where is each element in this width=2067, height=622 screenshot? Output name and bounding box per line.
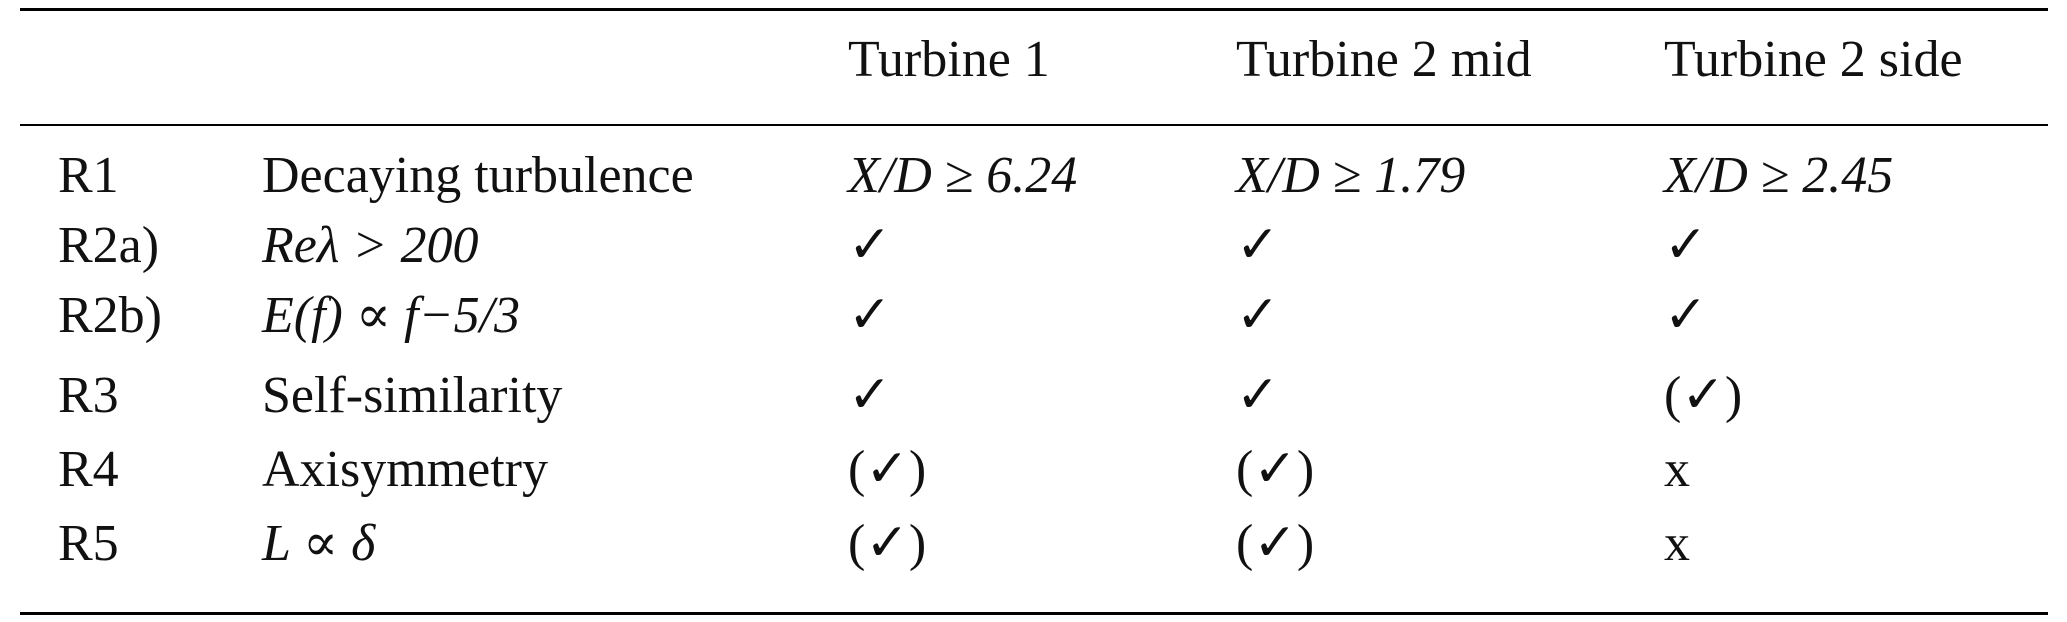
row-requirement: Decaying turbulence: [262, 147, 694, 204]
row-id: R5: [58, 515, 119, 572]
row-requirement: L ∝ δ: [262, 515, 376, 572]
header-turbine-1: Turbine 1: [848, 31, 1050, 88]
row-id: R4: [58, 441, 119, 498]
row-value-turbine-1: ✓: [848, 367, 892, 424]
row-id: R3: [58, 367, 119, 424]
header-turbine-2-mid: Turbine 2 mid: [1236, 31, 1532, 88]
table-header-rule: [20, 124, 2048, 126]
table-top-rule: [20, 8, 2048, 11]
row-requirement: E(f) ∝ f−5/3: [262, 287, 521, 344]
row-value-turbine-2-mid: X/D ≥ 1.79: [1236, 147, 1466, 204]
row-value-turbine-2-side: x: [1664, 441, 1690, 498]
row-requirement: Reλ > 200: [262, 217, 479, 274]
row-requirement: Self-similarity: [262, 367, 563, 424]
row-value-turbine-1: (✓): [848, 441, 927, 498]
row-value-turbine-2-mid: (✓): [1236, 515, 1315, 572]
row-requirement: Axisymmetry: [262, 441, 548, 498]
row-value-turbine-1: ✓: [848, 217, 892, 274]
row-value-turbine-2-mid: ✓: [1236, 367, 1280, 424]
row-id: R2a): [58, 217, 160, 274]
header-turbine-2-side: Turbine 2 side: [1664, 31, 1963, 88]
row-value-turbine-2-mid: ✓: [1236, 287, 1280, 344]
row-value-turbine-2-side: (✓): [1664, 367, 1743, 424]
row-value-turbine-2-side: X/D ≥ 2.45: [1664, 147, 1894, 204]
row-value-turbine-1: (✓): [848, 515, 927, 572]
row-value-turbine-1: X/D ≥ 6.24: [848, 147, 1078, 204]
row-id: R2b): [58, 287, 162, 344]
row-value-turbine-1: ✓: [848, 287, 892, 344]
row-value-turbine-2-mid: ✓: [1236, 217, 1280, 274]
row-value-turbine-2-side: x: [1664, 515, 1690, 572]
row-id: R1: [58, 147, 119, 204]
row-value-turbine-2-side: ✓: [1664, 217, 1708, 274]
table-bottom-rule: [20, 612, 2048, 615]
row-value-turbine-2-side: ✓: [1664, 287, 1708, 344]
row-value-turbine-2-mid: (✓): [1236, 441, 1315, 498]
